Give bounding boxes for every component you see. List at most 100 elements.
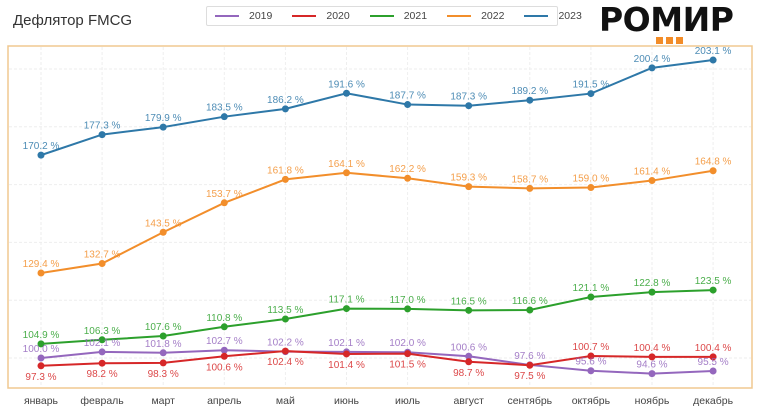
data-point-2021[interactable] (465, 306, 473, 314)
data-point-2022[interactable] (526, 184, 534, 192)
data-point-2022[interactable] (587, 183, 595, 191)
data-label-2022: 159.3 % (450, 173, 487, 184)
data-point-2020[interactable] (37, 362, 45, 370)
series-lines (40, 59, 714, 375)
data-point-2021[interactable] (98, 336, 106, 344)
data-label-2019: 102.2 % (267, 338, 304, 349)
legend-label-2021: 2021 (403, 10, 428, 22)
data-point-2023[interactable] (220, 113, 228, 121)
data-label-2020: 101.5 % (389, 360, 426, 371)
data-label-2022: 129.4 % (23, 259, 60, 270)
data-point-2022[interactable] (648, 177, 656, 185)
data-point-2019[interactable] (465, 352, 473, 360)
legend-item-2021[interactable]: 2021 (369, 10, 428, 22)
data-point-2019[interactable] (37, 354, 45, 362)
data-point-2023[interactable] (281, 105, 289, 113)
data-point-2022[interactable] (159, 228, 167, 236)
data-label-2019: 102.7 % (206, 336, 243, 347)
data-point-2023[interactable] (98, 131, 106, 139)
data-point-2023[interactable] (526, 96, 534, 104)
data-label-2019: 95.5 % (698, 357, 729, 368)
data-label-2020: 100.4 % (634, 343, 671, 354)
data-point-2023[interactable] (37, 151, 45, 159)
x-tick-label: декабрь (693, 395, 733, 407)
data-point-2019[interactable] (98, 348, 106, 356)
data-point-2019[interactable] (648, 370, 656, 378)
data-point-2021[interactable] (220, 323, 228, 331)
data-label-2021: 121.1 % (573, 283, 610, 294)
data-point-2019[interactable] (220, 346, 228, 354)
data-point-2020[interactable] (465, 358, 473, 366)
data-label-2022: 161.8 % (267, 165, 304, 176)
data-label-2021: 107.6 % (145, 322, 182, 333)
data-point-2022[interactable] (404, 174, 412, 182)
data-point-2020[interactable] (98, 359, 106, 367)
data-point-2020[interactable] (526, 361, 534, 369)
data-point-2020[interactable] (159, 359, 167, 367)
data-label-2021: 110.8 % (206, 313, 242, 324)
data-label-2023: 191.5 % (573, 80, 610, 91)
data-label-2023: 187.3 % (450, 92, 487, 103)
data-label-2023: 177.3 % (84, 121, 121, 132)
x-tick-label: апрель (207, 395, 242, 407)
data-label-2020: 98.2 % (87, 369, 118, 380)
data-point-2023[interactable] (343, 89, 350, 97)
data-point-2022[interactable] (37, 269, 45, 277)
data-point-2020[interactable] (587, 352, 595, 360)
data-point-2022[interactable] (709, 167, 717, 175)
data-point-2019[interactable] (587, 367, 595, 375)
data-point-2020[interactable] (220, 352, 228, 360)
data-point-2021[interactable] (709, 286, 717, 294)
x-tick-label: июль (395, 395, 421, 407)
data-point-2021[interactable] (159, 332, 167, 340)
data-point-2019[interactable] (159, 349, 167, 357)
legend-swatch-2019 (215, 15, 239, 17)
data-point-2021[interactable] (404, 305, 412, 313)
data-point-2020[interactable] (404, 350, 412, 358)
data-point-2022[interactable] (220, 199, 228, 207)
data-label-2019: 94.6 % (636, 360, 667, 371)
legend-swatch-2021 (369, 15, 394, 17)
data-point-2020[interactable] (343, 350, 350, 358)
legend-item-2022[interactable]: 2022 (447, 10, 504, 22)
x-tick-label: октябрь (572, 395, 611, 407)
legend-item-2023[interactable]: 2023 (524, 10, 582, 22)
data-point-2022[interactable] (98, 259, 106, 267)
chart-title: Дефлятор FMCG (13, 12, 133, 29)
data-point-2023[interactable] (159, 123, 167, 131)
x-tick-label: сентябрь (507, 395, 552, 407)
data-point-2021[interactable] (37, 340, 45, 348)
legend-item-2020[interactable]: 2020 (292, 10, 350, 22)
data-point-2020[interactable] (709, 353, 717, 361)
data-point-2020[interactable] (648, 353, 656, 361)
data-point-2021[interactable] (526, 306, 534, 314)
data-point-2019[interactable] (709, 367, 717, 375)
data-point-2021[interactable] (281, 315, 289, 323)
data-point-2022[interactable] (343, 169, 350, 177)
legend-item-2019[interactable]: 2019 (215, 10, 272, 22)
data-point-2023[interactable] (648, 64, 656, 72)
data-point-2021[interactable] (343, 305, 350, 313)
x-tick-label: август (453, 395, 484, 407)
data-point-2023[interactable] (709, 56, 717, 64)
data-point-2023[interactable] (404, 101, 412, 109)
data-label-2021: 117.1 % (329, 295, 365, 306)
data-point-2023[interactable] (587, 90, 595, 98)
data-label-2023: 170.2 % (23, 141, 60, 152)
data-point-2020[interactable] (281, 347, 289, 355)
x-axis: январь февраль март апрель май июнь июль август… (24, 395, 734, 407)
data-label-2022: 164.1 % (328, 159, 365, 170)
series-points (37, 56, 717, 378)
legend-label-2020: 2020 (326, 10, 350, 22)
data-point-2023[interactable] (465, 102, 473, 110)
data-label-2019: 101.8 % (145, 339, 182, 350)
data-point-2021[interactable] (648, 288, 656, 296)
data-point-2022[interactable] (465, 183, 473, 191)
data-point-2021[interactable] (587, 293, 595, 301)
x-tick-label: июнь (334, 395, 360, 407)
data-label-2019: 97.6 % (514, 351, 545, 362)
logo-text: РОМИР (599, 0, 734, 39)
data-label-2022: 159.0 % (573, 173, 610, 184)
x-tick-label: март (151, 395, 175, 407)
data-point-2022[interactable] (281, 175, 289, 183)
